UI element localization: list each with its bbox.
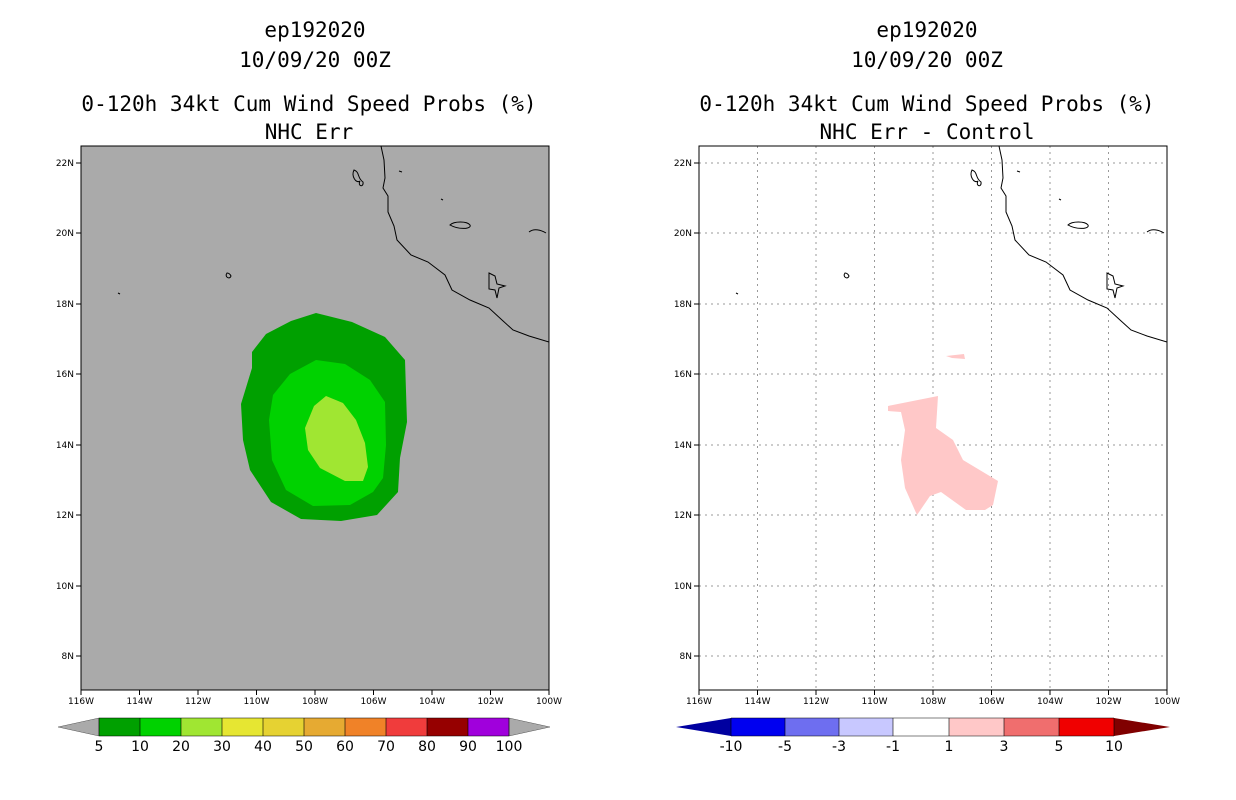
- left-lat-axis: 8N 10N 12N 14N 16N 18N 20N 22N: [56, 159, 81, 662]
- right-lon-label: 104W: [1037, 697, 1063, 707]
- right-lat-label: 10N: [674, 582, 692, 592]
- right-lon-label: 110W: [861, 697, 887, 707]
- diff-region-positive-small: [946, 354, 965, 359]
- right-lat-label: 16N: [674, 370, 692, 380]
- left-map-area: [117, 146, 549, 521]
- left-lat-label: 14N: [56, 441, 74, 451]
- left-colorbar-swatch: [345, 718, 386, 736]
- right-lat-label: 14N: [674, 441, 692, 451]
- left-colorbar-label: 5: [95, 739, 104, 755]
- right-colorbar-label: 5: [1055, 739, 1064, 755]
- right-panel: ep192020 10/09/20 00Z 0-120h 34kt Cum Wi…: [674, 18, 1180, 755]
- right-colorbar-label: 10: [1105, 739, 1123, 755]
- right-colorbar-over-arrow: [1114, 718, 1170, 736]
- right-colorbar-swatch: [1059, 718, 1114, 736]
- right-lon-label: 112W: [803, 697, 829, 707]
- left-title-product: 0-120h 34kt Cum Wind Speed Probs (%): [81, 92, 536, 116]
- left-title-date: 10/09/20 00Z: [239, 48, 391, 72]
- right-lon-axis: 116W 114W 112W 110W 108W 106W 104W 102W …: [686, 690, 1180, 707]
- left-colorbar-swatch: [263, 718, 304, 736]
- left-lat-label: 20N: [56, 229, 74, 239]
- left-colorbar-over-arrow: [508, 717, 551, 737]
- left-colorbar-swatch: [222, 718, 263, 736]
- right-colorbar-swatch: [731, 718, 785, 736]
- left-lon-label: 112W: [185, 697, 211, 707]
- right-colorbar-swatch: [839, 718, 893, 736]
- left-lat-label: 8N: [62, 652, 74, 662]
- prob-contour-20pct: [305, 396, 368, 481]
- right-colorbar-label: -3: [832, 739, 846, 755]
- left-colorbar-swatch: [140, 718, 181, 736]
- right-colorbar-label: 3: [1000, 739, 1009, 755]
- left-colorbar-swatch: [181, 718, 222, 736]
- left-lon-label: 102W: [477, 697, 503, 707]
- left-lon-label: 116W: [68, 697, 94, 707]
- left-lon-label: 100W: [536, 697, 562, 707]
- right-lat-label: 18N: [674, 300, 692, 310]
- left-colorbar-under-arrow: [57, 717, 100, 737]
- left-colorbar-label: 70: [377, 739, 395, 755]
- left-colorbar-swatch: [427, 718, 468, 736]
- left-colorbar-swatch: [386, 718, 427, 736]
- right-lat-label: 20N: [674, 229, 692, 239]
- left-lon-label: 108W: [302, 697, 328, 707]
- left-lat-label: 10N: [56, 582, 74, 592]
- diff-region-positive: [888, 396, 998, 515]
- left-colorbar-label: 50: [295, 739, 313, 755]
- right-lon-label: 102W: [1095, 697, 1121, 707]
- left-lat-label: 12N: [56, 511, 74, 521]
- right-lat-axis: 8N 10N 12N 14N 16N 18N 20N 22N: [674, 159, 699, 662]
- left-colorbar-label: 40: [254, 739, 272, 755]
- right-title-subtitle: NHC Err - Control: [820, 120, 1035, 144]
- left-lat-label: 18N: [56, 300, 74, 310]
- right-title-storm: ep192020: [876, 18, 977, 42]
- left-title-subtitle: NHC Err: [265, 120, 354, 144]
- left-colorbar-swatch: [468, 718, 509, 736]
- right-lon-label: 116W: [686, 697, 712, 707]
- right-colorbar-label: -5: [778, 739, 792, 755]
- right-lon-label: 100W: [1154, 697, 1180, 707]
- right-lon-label: 106W: [978, 697, 1004, 707]
- left-colorbar-label: 60: [336, 739, 354, 755]
- right-colorbar: -10 -5 -3 -1 1 3 5 10: [676, 717, 1170, 755]
- right-title-date: 10/09/20 00Z: [851, 48, 1003, 72]
- left-title-storm: ep192020: [264, 18, 365, 42]
- right-lat-label: 8N: [680, 652, 692, 662]
- left-lon-axis: 116W 114W 112W 110W 108W 106W 104W 102W …: [68, 690, 562, 707]
- right-colorbar-label: 1: [945, 739, 954, 755]
- right-lon-label: 114W: [744, 697, 770, 707]
- left-lon-label: 114W: [126, 697, 152, 707]
- right-map-area: [699, 146, 1167, 690]
- left-lon-label: 104W: [419, 697, 445, 707]
- left-panel: ep192020 10/09/20 00Z 0-120h 34kt Cum Wi…: [56, 18, 562, 755]
- right-colorbar-swatch: [1004, 718, 1059, 736]
- left-lat-label: 16N: [56, 370, 74, 380]
- left-colorbar-label: 80: [418, 739, 436, 755]
- right-lat-label: 12N: [674, 511, 692, 521]
- right-colorbar-label: -10: [720, 739, 743, 755]
- left-colorbar-label: 20: [172, 739, 190, 755]
- left-colorbar: 5 10 20 30 40 50 60 70 80 90 100: [57, 717, 551, 755]
- left-colorbar-label: 10: [131, 739, 149, 755]
- right-colorbar-under-arrow: [676, 718, 731, 736]
- left-colorbar-label: 30: [213, 739, 231, 755]
- left-lon-label: 110W: [243, 697, 269, 707]
- right-lat-label: 22N: [674, 159, 692, 169]
- right-colorbar-swatch: [785, 718, 839, 736]
- right-colorbar-swatch: [949, 718, 1004, 736]
- right-colorbar-label: -1: [886, 739, 900, 755]
- right-title-product: 0-120h 34kt Cum Wind Speed Probs (%): [699, 92, 1154, 116]
- left-colorbar-swatch: [304, 718, 345, 736]
- left-lat-label: 22N: [56, 159, 74, 169]
- left-colorbar-swatch: [99, 718, 140, 736]
- left-colorbar-label: 100: [496, 739, 523, 755]
- right-colorbar-swatch: [893, 718, 949, 736]
- left-colorbar-label: 90: [459, 739, 477, 755]
- left-lon-label: 106W: [360, 697, 386, 707]
- right-lon-label: 108W: [920, 697, 946, 707]
